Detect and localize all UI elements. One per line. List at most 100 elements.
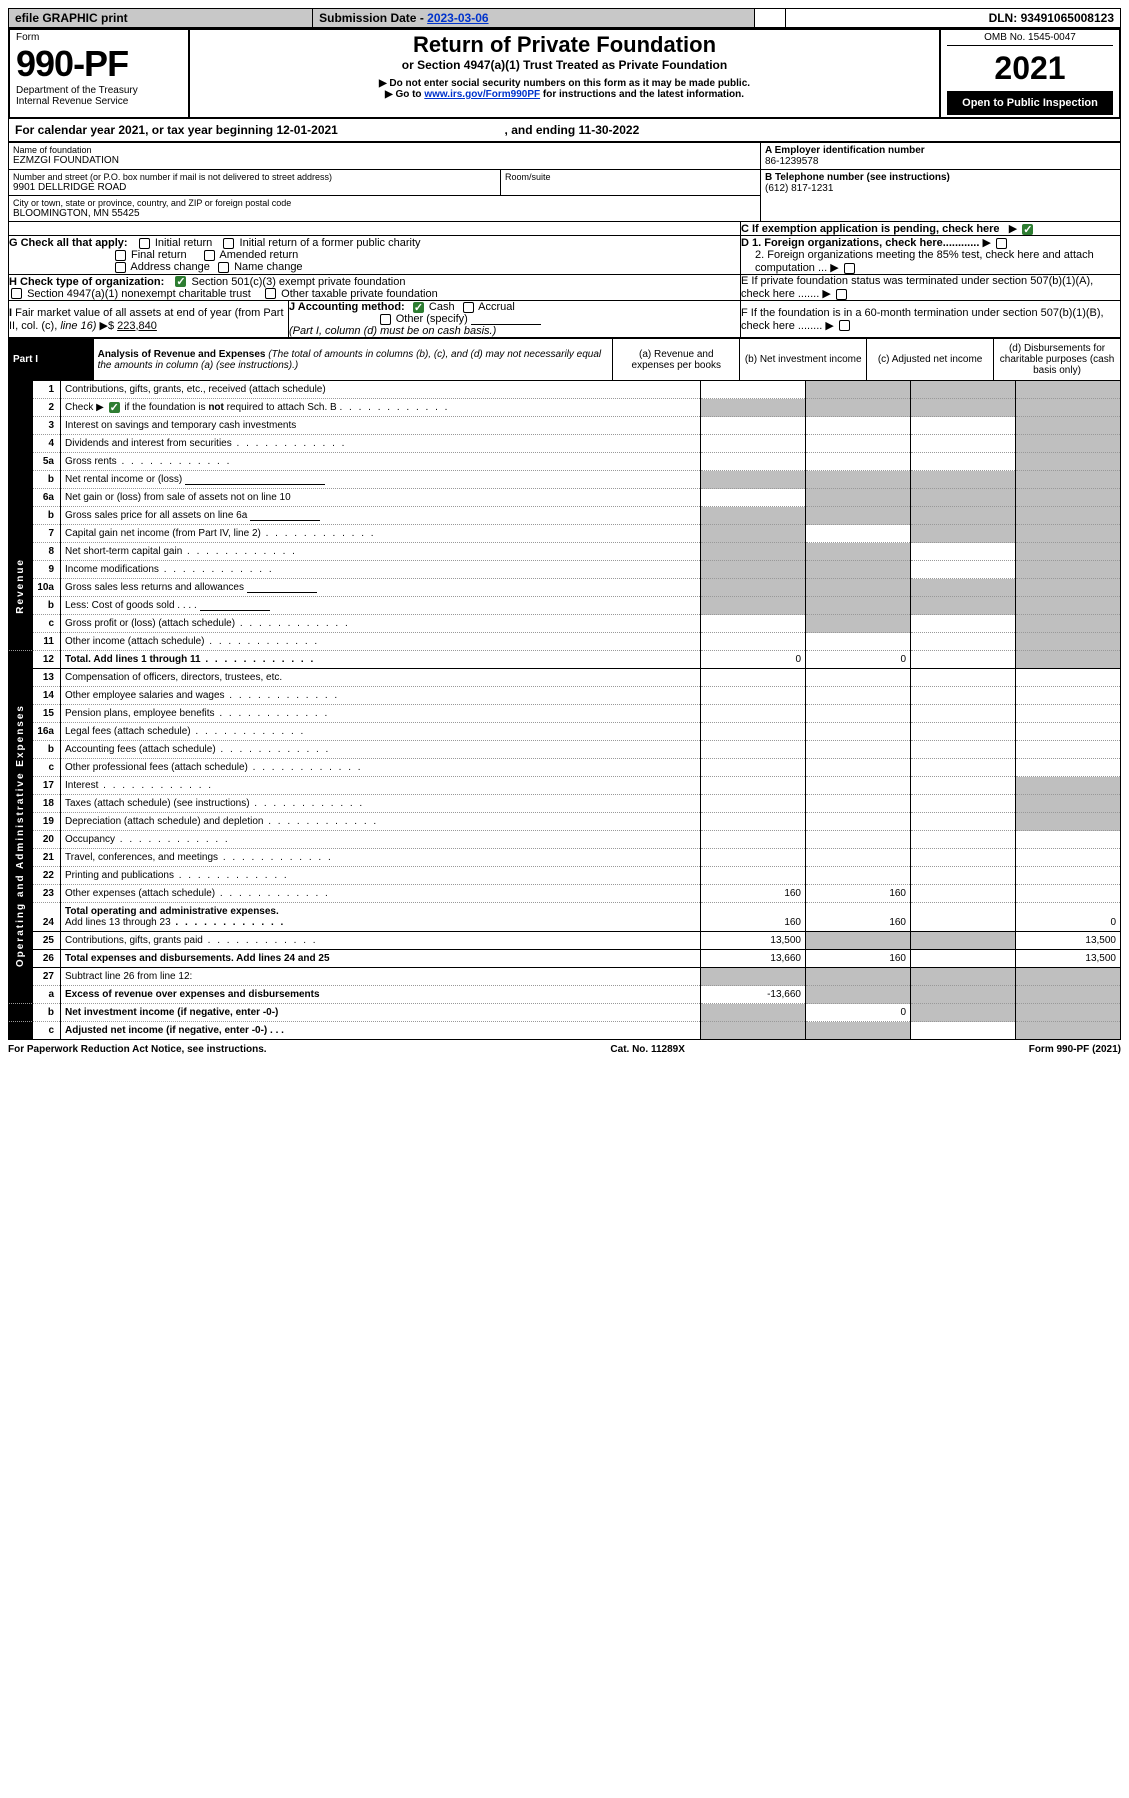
- line-26: Total expenses and disbursements. Add li…: [61, 950, 701, 968]
- i-value: 223,840: [117, 320, 157, 332]
- form-subtitle: or Section 4947(a)(1) Trust Treated as P…: [196, 58, 933, 72]
- h-4947[interactable]: [11, 288, 22, 299]
- line-12: Total. Add lines 1 through 11: [61, 651, 701, 669]
- address-label: Number and street (or P.O. box number if…: [13, 172, 496, 182]
- d1-checkbox[interactable]: [996, 238, 1007, 249]
- line-20: Occupancy: [61, 831, 701, 849]
- c-checkbox[interactable]: [1022, 224, 1033, 235]
- efile-print-button[interactable]: efile GRAPHIC print: [9, 9, 313, 28]
- city: BLOOMINGTON, MN 55425: [13, 208, 756, 219]
- line-23: Other expenses (attach schedule): [61, 885, 701, 903]
- j-cash[interactable]: [413, 302, 424, 313]
- dln: DLN: 93491065008123: [785, 9, 1120, 28]
- top-bar: efile GRAPHIC print Submission Date - 20…: [8, 8, 1121, 28]
- line-14: Other employee salaries and wages: [61, 687, 701, 705]
- g-final-return[interactable]: [115, 250, 126, 261]
- h-other-taxable[interactable]: [265, 288, 276, 299]
- j-other[interactable]: [380, 314, 391, 325]
- subdate-label: Submission Date -: [319, 11, 427, 25]
- col-d: (d) Disbursements for charitable purpose…: [994, 339, 1121, 381]
- e-label: E If private foundation status was termi…: [741, 275, 1093, 300]
- instructions-link[interactable]: www.irs.gov/Form990PF: [424, 89, 540, 100]
- foot-left: For Paperwork Reduction Act Notice, see …: [8, 1044, 267, 1055]
- line-7: Capital gain net income (from Part IV, l…: [61, 525, 701, 543]
- foundation-name: EZMZGI FOUNDATION: [13, 155, 756, 166]
- line-27c: Adjusted net income (if negative, enter …: [61, 1022, 701, 1040]
- foundation-info: Name of foundation EZMZGI FOUNDATION A E…: [8, 142, 1121, 222]
- department: Department of the Treasury Internal Reve…: [16, 85, 182, 107]
- ein: 86-1239578: [765, 156, 1116, 167]
- room-label: Room/suite: [505, 172, 756, 182]
- j-note: (Part I, column (d) must be on cash basi…: [289, 325, 496, 337]
- line-1: Contributions, gifts, grants, etc., rece…: [61, 381, 701, 399]
- part1-title: Analysis of Revenue and Expenses: [98, 349, 266, 360]
- line-27a: Excess of revenue over expenses and disb…: [61, 986, 701, 1004]
- h-501c3[interactable]: [175, 276, 186, 287]
- line-22: Printing and publications: [61, 867, 701, 885]
- g-label: G Check all that apply:: [9, 237, 128, 249]
- part1-lines: Revenue 1 Contributions, gifts, grants, …: [8, 381, 1121, 1040]
- line-27: Subtract line 26 from line 12:: [61, 968, 701, 986]
- foot-mid: Cat. No. 11289X: [610, 1044, 684, 1055]
- line-21: Travel, conferences, and meetings: [61, 849, 701, 867]
- g-name-change[interactable]: [218, 262, 229, 273]
- open-to-public: Open to Public Inspection: [947, 91, 1113, 115]
- line-27b: Net investment income (if negative, ente…: [61, 1004, 701, 1022]
- g-initial-former[interactable]: [223, 238, 234, 249]
- col-b: (b) Net investment income: [740, 339, 867, 381]
- d2: 2. Foreign organizations meeting the 85%…: [741, 249, 1120, 274]
- line-25: Contributions, gifts, grants paid: [61, 932, 701, 950]
- f-checkbox[interactable]: [839, 320, 850, 331]
- name-label: Name of foundation: [13, 145, 756, 155]
- line-4: Dividends and interest from securities: [61, 435, 701, 453]
- line-24: Total operating and administrative expen…: [61, 903, 701, 932]
- page-footer: For Paperwork Reduction Act Notice, see …: [8, 1044, 1121, 1055]
- g-address-change[interactable]: [115, 262, 126, 273]
- c-label: C If exemption application is pending, c…: [741, 223, 1000, 235]
- city-label: City or town, state or province, country…: [13, 198, 756, 208]
- line-13: Compensation of officers, directors, tru…: [61, 669, 701, 687]
- calendar-year-line: For calendar year 2021, or tax year begi…: [8, 119, 1121, 142]
- line-18: Taxes (attach schedule) (see instruction…: [61, 795, 701, 813]
- warn-ssn: ▶ Do not enter social security numbers o…: [196, 78, 933, 89]
- g-amended[interactable]: [204, 250, 215, 261]
- j-accrual[interactable]: [463, 302, 474, 313]
- tax-year: 2021: [947, 50, 1113, 87]
- line-17: Interest: [61, 777, 701, 795]
- form-word: Form: [16, 32, 182, 43]
- line-6b: Gross sales price for all assets on line…: [61, 507, 701, 525]
- line-16a: Legal fees (attach schedule): [61, 723, 701, 741]
- omb-number: OMB No. 1545-0047: [947, 32, 1113, 46]
- submission-date: Submission Date - 2023-03-06: [313, 9, 754, 28]
- line-10c: Gross profit or (loss) (attach schedule): [61, 615, 701, 633]
- warn-goto: ▶ Go to www.irs.gov/Form990PF for instru…: [196, 89, 933, 100]
- line-6a: Net gain or (loss) from sale of assets n…: [61, 489, 701, 507]
- phone: (612) 817-1231: [765, 183, 1116, 194]
- subdate-link[interactable]: 2023-03-06: [427, 11, 488, 25]
- line-9: Income modifications: [61, 561, 701, 579]
- foot-right: Form 990-PF (2021): [1029, 1044, 1121, 1055]
- part1-tag: Part I: [9, 339, 94, 381]
- line-16c: Other professional fees (attach schedule…: [61, 759, 701, 777]
- line-15: Pension plans, employee benefits: [61, 705, 701, 723]
- d2-checkbox[interactable]: [844, 263, 855, 274]
- phone-label: B Telephone number (see instructions): [765, 172, 1116, 183]
- form-title: Return of Private Foundation: [196, 32, 933, 58]
- line-2: Check ▶ if the foundation is not require…: [61, 399, 701, 417]
- line-8: Net short-term capital gain: [61, 543, 701, 561]
- side-revenue: Revenue: [9, 381, 33, 651]
- line-5a: Gross rents: [61, 453, 701, 471]
- line-19: Depreciation (attach schedule) and deple…: [61, 813, 701, 831]
- line2-checkbox[interactable]: [109, 402, 120, 413]
- ein-label: A Employer identification number: [765, 145, 1116, 156]
- address: 9901 DELLRIDGE ROAD: [13, 182, 496, 193]
- form-number: 990-PF: [16, 43, 182, 85]
- line-10b: Less: Cost of goods sold . . . .: [61, 597, 701, 615]
- line-10a: Gross sales less returns and allowances: [61, 579, 701, 597]
- line-5b: Net rental income or (loss): [61, 471, 701, 489]
- e-checkbox[interactable]: [836, 289, 847, 300]
- col-a: (a) Revenue and expenses per books: [613, 339, 740, 381]
- g-initial-return[interactable]: [139, 238, 150, 249]
- line-12-a: 0: [701, 651, 806, 669]
- line-3: Interest on savings and temporary cash i…: [61, 417, 701, 435]
